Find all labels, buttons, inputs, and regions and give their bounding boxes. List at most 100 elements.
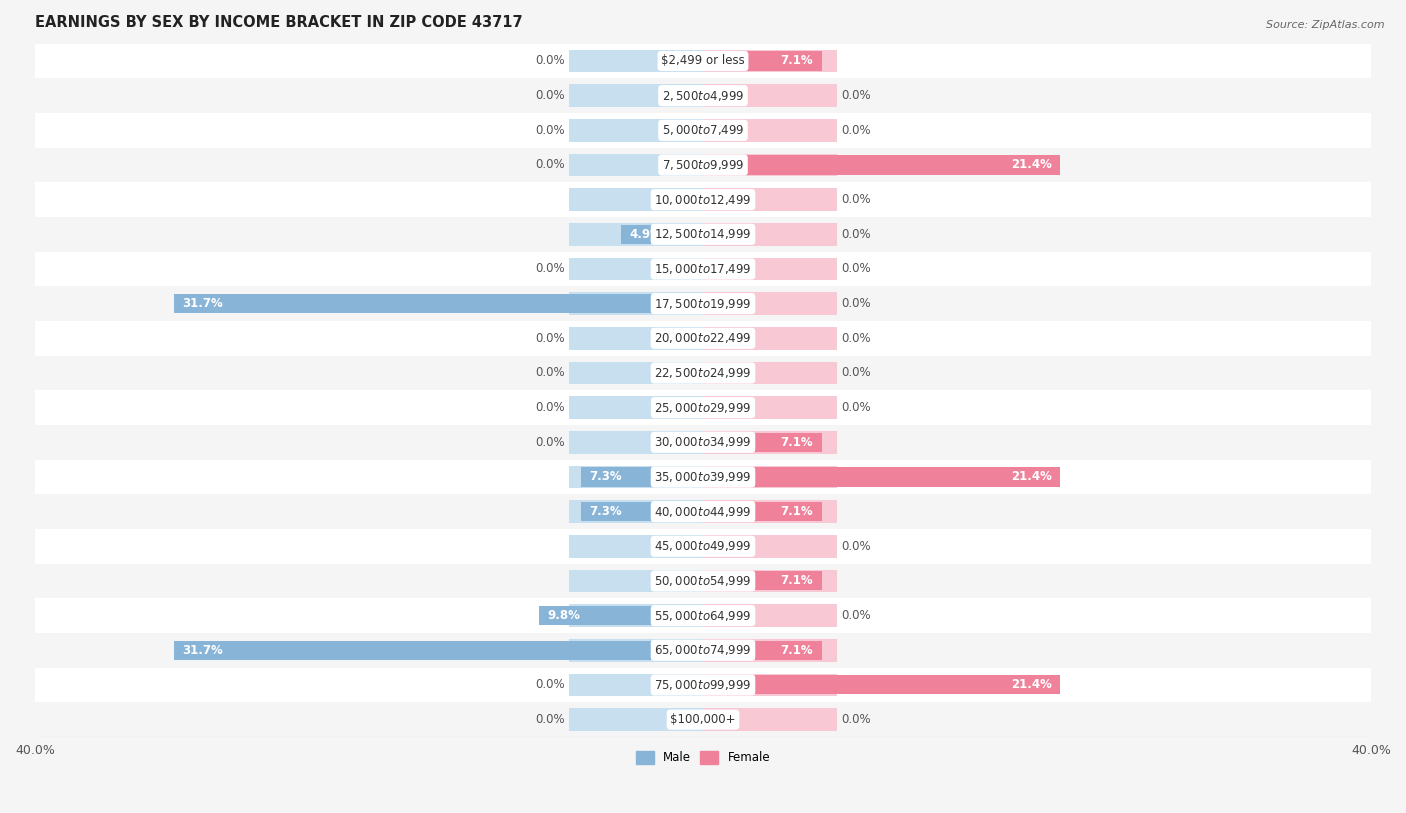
Text: 2.4%: 2.4%	[671, 193, 704, 207]
Text: $17,500 to $19,999: $17,500 to $19,999	[654, 297, 752, 311]
Text: 0.0%: 0.0%	[842, 263, 872, 276]
Bar	[569, 327, 703, 350]
Text: 31.7%: 31.7%	[181, 644, 222, 657]
Text: $55,000 to $64,999: $55,000 to $64,999	[654, 609, 752, 623]
Text: $45,000 to $49,999: $45,000 to $49,999	[654, 539, 752, 554]
Bar	[703, 397, 837, 419]
Text: 0.0%: 0.0%	[534, 367, 564, 380]
Bar	[35, 563, 1371, 598]
Text: $7,500 to $9,999: $7,500 to $9,999	[662, 158, 744, 172]
Bar	[703, 119, 837, 141]
Text: 0.0%: 0.0%	[534, 713, 564, 726]
Bar	[703, 433, 821, 452]
Bar	[569, 154, 703, 176]
Text: 0.0%: 0.0%	[534, 401, 564, 414]
Bar	[35, 425, 1371, 459]
Text: $50,000 to $54,999: $50,000 to $54,999	[654, 574, 752, 588]
Text: 0.0%: 0.0%	[842, 89, 872, 102]
Bar	[703, 431, 837, 454]
Bar	[35, 78, 1371, 113]
Bar	[703, 466, 837, 489]
Bar	[581, 502, 703, 521]
Bar	[35, 252, 1371, 286]
Bar	[703, 327, 837, 350]
Text: EARNINGS BY SEX BY INCOME BRACKET IN ZIP CODE 43717: EARNINGS BY SEX BY INCOME BRACKET IN ZIP…	[35, 15, 523, 30]
Bar	[703, 604, 837, 627]
Bar	[35, 598, 1371, 633]
Text: 0.0%: 0.0%	[534, 124, 564, 137]
Bar	[569, 604, 703, 627]
Legend: Male, Female: Male, Female	[631, 746, 775, 769]
Text: $20,000 to $22,499: $20,000 to $22,499	[654, 332, 752, 346]
Bar	[703, 570, 837, 592]
Bar	[703, 572, 821, 590]
Text: $65,000 to $74,999: $65,000 to $74,999	[654, 643, 752, 657]
Bar	[569, 674, 703, 696]
Bar	[35, 148, 1371, 182]
Bar	[569, 258, 703, 280]
Bar	[569, 639, 703, 662]
Text: 7.3%: 7.3%	[589, 471, 621, 484]
Bar	[35, 286, 1371, 321]
Bar	[703, 51, 821, 71]
Text: $2,499 or less: $2,499 or less	[661, 54, 745, 67]
Bar	[35, 459, 1371, 494]
Text: 0.0%: 0.0%	[534, 679, 564, 691]
Text: $12,500 to $14,999: $12,500 to $14,999	[654, 228, 752, 241]
Text: $5,000 to $7,499: $5,000 to $7,499	[662, 124, 744, 137]
Bar	[35, 44, 1371, 78]
Bar	[569, 189, 703, 211]
Bar	[703, 708, 837, 731]
Text: $100,000+: $100,000+	[671, 713, 735, 726]
Text: 0.0%: 0.0%	[534, 332, 564, 345]
Text: $35,000 to $39,999: $35,000 to $39,999	[654, 470, 752, 484]
Text: 7.1%: 7.1%	[780, 575, 813, 588]
Text: 0.0%: 0.0%	[534, 54, 564, 67]
Bar	[703, 674, 837, 696]
Bar	[703, 641, 821, 660]
Bar	[569, 293, 703, 315]
Text: 0.0%: 0.0%	[842, 367, 872, 380]
Bar	[703, 155, 1060, 175]
Bar	[35, 113, 1371, 148]
Bar	[703, 189, 837, 211]
Text: 0.0%: 0.0%	[534, 263, 564, 276]
Bar	[35, 355, 1371, 390]
Text: 21.4%: 21.4%	[1011, 679, 1052, 691]
Bar	[703, 639, 837, 662]
Text: 0.0%: 0.0%	[842, 401, 872, 414]
Bar	[569, 362, 703, 385]
Text: 0.0%: 0.0%	[842, 124, 872, 137]
Text: 0.0%: 0.0%	[842, 540, 872, 553]
Bar	[540, 606, 703, 625]
Bar	[703, 223, 837, 246]
Text: 7.1%: 7.1%	[780, 644, 813, 657]
Bar	[569, 500, 703, 523]
Text: Source: ZipAtlas.com: Source: ZipAtlas.com	[1267, 20, 1385, 30]
Text: 21.4%: 21.4%	[1011, 159, 1052, 172]
Bar	[703, 362, 837, 385]
Bar	[569, 397, 703, 419]
Bar	[569, 466, 703, 489]
Bar	[35, 667, 1371, 702]
Bar	[703, 293, 837, 315]
Bar	[569, 708, 703, 731]
Bar	[35, 529, 1371, 563]
Bar	[662, 537, 703, 556]
Text: 0.0%: 0.0%	[534, 159, 564, 172]
Bar	[703, 500, 837, 523]
Bar	[703, 50, 837, 72]
Text: $40,000 to $44,999: $40,000 to $44,999	[654, 505, 752, 519]
Bar	[35, 217, 1371, 252]
Text: 4.9%: 4.9%	[630, 228, 662, 241]
Bar	[621, 224, 703, 244]
Bar	[703, 85, 837, 107]
Bar	[581, 467, 703, 486]
Text: $22,500 to $24,999: $22,500 to $24,999	[654, 366, 752, 380]
Bar	[35, 494, 1371, 529]
Text: $15,000 to $17,499: $15,000 to $17,499	[654, 262, 752, 276]
Bar	[569, 535, 703, 558]
Bar	[35, 390, 1371, 425]
Text: 7.1%: 7.1%	[780, 436, 813, 449]
Bar	[35, 633, 1371, 667]
